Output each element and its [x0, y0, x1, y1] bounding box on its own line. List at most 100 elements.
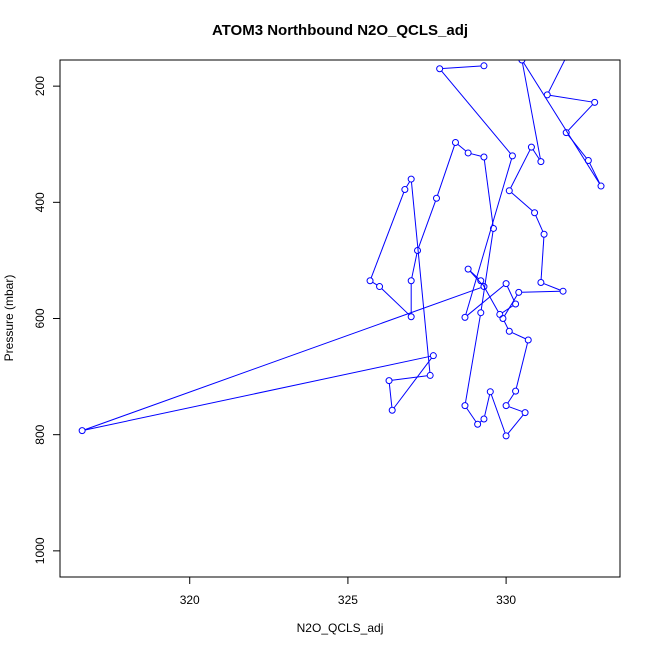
y-axis-label: Pressure (mbar)	[2, 275, 16, 362]
series-0-segment-38	[410, 182, 431, 373]
series-0-point-7	[537, 158, 545, 166]
x-axis-label: N2O_QCLS_adj	[297, 621, 384, 635]
series-0-segment-49	[466, 285, 505, 316]
series-0-point-3	[562, 129, 570, 137]
series-0-segment-18	[507, 393, 515, 404]
series-0-point-35	[376, 283, 384, 291]
series-0-segment-2	[567, 104, 593, 131]
series-0-point-23	[480, 415, 488, 423]
series-0-segment-42	[84, 355, 431, 431]
series-0-segment-16	[511, 332, 526, 340]
series-0-point-53	[480, 62, 488, 70]
series-0-point-25	[461, 402, 469, 410]
series-0-point-9	[505, 187, 513, 195]
series-0-segment-37	[405, 181, 411, 188]
series-0-segment-4	[589, 162, 601, 184]
series-0-point-1	[543, 91, 551, 99]
series-0-point-31	[432, 194, 440, 202]
series-0-segment-27	[483, 159, 494, 226]
series-0-point-4	[584, 156, 592, 164]
series-0-segment-43	[84, 287, 482, 431]
series-0-segment-11	[540, 237, 545, 280]
x-tick-label-1: 325	[338, 593, 358, 607]
series-0-segment-8	[510, 149, 531, 189]
series-0-segment-1	[550, 94, 592, 103]
series-0-point-46	[477, 277, 485, 285]
series-0-point-49	[502, 280, 510, 288]
series-0-point-13	[559, 287, 567, 295]
series-0-segment-52	[442, 65, 481, 70]
series-0-point-17	[524, 336, 532, 344]
series-0-segment-14	[504, 294, 518, 317]
series-0-point-8	[527, 143, 535, 151]
series-0-segment-13	[521, 290, 561, 293]
series-0-segment-35	[372, 281, 378, 286]
series-0-point-12	[537, 278, 545, 286]
series-0-segment-26	[480, 231, 494, 310]
series-0-segment-15	[503, 320, 509, 329]
series-0-point-11	[540, 230, 548, 238]
y-tick-label-2: 600	[33, 308, 47, 328]
series-0-segment-32	[411, 253, 418, 278]
series-0-point-27	[489, 224, 497, 232]
series-0-segment-12	[543, 283, 561, 291]
series-0-segment-22	[484, 394, 491, 417]
series-0-point-47	[496, 310, 504, 318]
series-0-segment-24	[466, 407, 477, 423]
series-0-segment-29	[457, 144, 467, 152]
series-0-point-26	[477, 309, 485, 317]
series-0-segment-21	[490, 394, 506, 434]
series-0-segment-41	[393, 357, 432, 409]
series-0-segment-28	[470, 153, 482, 157]
series-0-segment-50	[465, 158, 513, 315]
series-0-point-36	[366, 277, 374, 285]
series-0-point-19	[502, 402, 510, 410]
series-0-segment-34	[381, 288, 410, 316]
series-0-point-32	[414, 247, 422, 255]
series-0-segment-44	[469, 271, 483, 285]
series-0-point-34	[407, 313, 415, 321]
series-0-point-44	[480, 283, 488, 291]
series-0-segment-30	[436, 145, 455, 196]
series-0-point-52	[436, 65, 444, 73]
series-0-point-37	[401, 186, 409, 194]
y-tick-label-3: 800	[33, 424, 47, 444]
plot-frame	[59, 59, 621, 578]
series-0-segment-47	[502, 305, 514, 314]
x-tick-label-2: 330	[496, 593, 516, 607]
series-0-point-20	[521, 409, 529, 417]
series-0-point-22	[486, 388, 494, 396]
y-tick-label-0: 200	[33, 76, 47, 96]
series-0-point-45	[464, 265, 472, 273]
series-0-point-39	[426, 371, 434, 379]
series-0-point-28	[480, 153, 488, 161]
series-0-segment-19	[508, 406, 523, 413]
series-0-segment-31	[418, 200, 436, 248]
series-0-point-30	[451, 138, 459, 146]
series-0-segment-9	[511, 192, 533, 212]
series-0-segment-36	[370, 192, 405, 279]
chart-title: ATOM3 Northbound N2O_QCLS_adj	[212, 22, 468, 39]
series-0-segment-39	[391, 375, 428, 381]
series-group	[78, 60, 605, 440]
series-0-segment-10	[535, 215, 544, 232]
x-tick-label-0: 320	[180, 593, 200, 607]
series-0-segment-20	[507, 414, 524, 434]
y-tick-label-1: 400	[33, 192, 47, 212]
series-0-point-43	[78, 427, 86, 435]
series-0-point-24	[474, 420, 482, 428]
series-0-point-21	[502, 432, 510, 440]
series-0-point-2	[591, 98, 599, 106]
series-0-point-50	[461, 313, 469, 321]
series-0-point-16	[505, 327, 513, 335]
series-0-segment-51	[441, 70, 511, 154]
series-0-segment-46	[481, 283, 499, 313]
series-0-segment-6	[521, 62, 541, 159]
series-0-point-5	[597, 182, 605, 190]
series-0-segment-48	[506, 286, 515, 302]
series-0-point-42	[429, 352, 437, 360]
series-0-point-48	[512, 300, 520, 308]
series-0-point-29	[464, 149, 472, 157]
